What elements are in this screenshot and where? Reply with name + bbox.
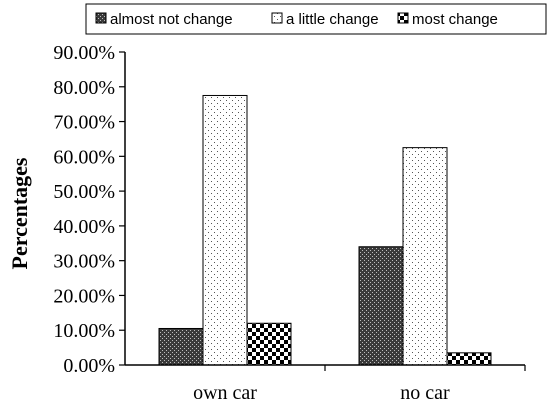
bar-1-2 — [446, 352, 492, 366]
y-tick-label: 90.00% — [53, 42, 115, 64]
y-tick-label: 40.00% — [53, 216, 115, 238]
bar-1-0 — [358, 246, 404, 366]
legend-label: a little change — [286, 11, 379, 28]
bar-0-0 — [158, 327, 204, 366]
bar-1-1 — [402, 147, 448, 366]
legend-swatch — [271, 12, 283, 24]
bar-0-1 — [202, 94, 248, 366]
y-tick-label: 20.00% — [53, 285, 115, 307]
y-tick-label: 60.00% — [53, 146, 115, 168]
y-tick-label: 30.00% — [53, 251, 115, 273]
y-tick-label: 0.00% — [63, 355, 115, 377]
x-tick-label: own car — [193, 382, 257, 404]
y-axis-title: Percentages — [7, 157, 32, 269]
legend-label: almost not change — [110, 11, 233, 28]
bar-0-2 — [246, 322, 292, 366]
legend-label: most change — [412, 11, 498, 28]
x-axis-labels: own car no car — [193, 365, 526, 404]
legend-swatch — [95, 12, 107, 24]
bars — [158, 94, 492, 366]
legend-box — [85, 3, 547, 35]
y-tick-label: 80.00% — [53, 77, 115, 99]
y-axis-ticks: 0.00% 10.00% 20.00% 30.00% 40.00% 50.00% 60.00… — [53, 42, 125, 377]
y-tick-label: 50.00% — [53, 181, 115, 203]
y-tick-label: 10.00% — [53, 320, 115, 342]
x-tick-label: no car — [400, 382, 450, 404]
legend-swatch — [397, 12, 409, 24]
y-tick-label: 70.00% — [53, 112, 115, 134]
legend: almost not change a little change most cha… — [85, 3, 547, 35]
